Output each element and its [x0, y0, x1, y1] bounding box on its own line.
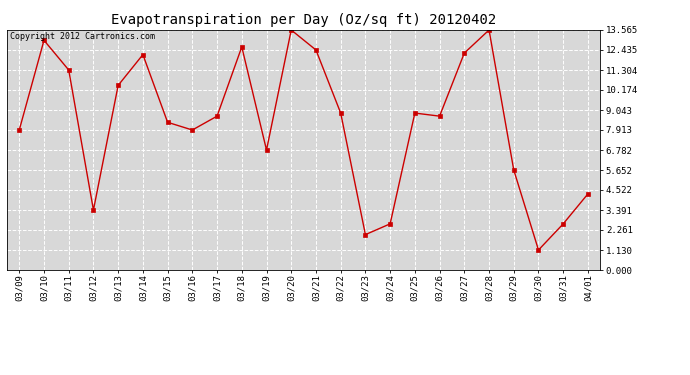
- Title: Evapotranspiration per Day (Oz/sq ft) 20120402: Evapotranspiration per Day (Oz/sq ft) 20…: [111, 13, 496, 27]
- Text: Copyright 2012 Cartronics.com: Copyright 2012 Cartronics.com: [10, 32, 155, 41]
